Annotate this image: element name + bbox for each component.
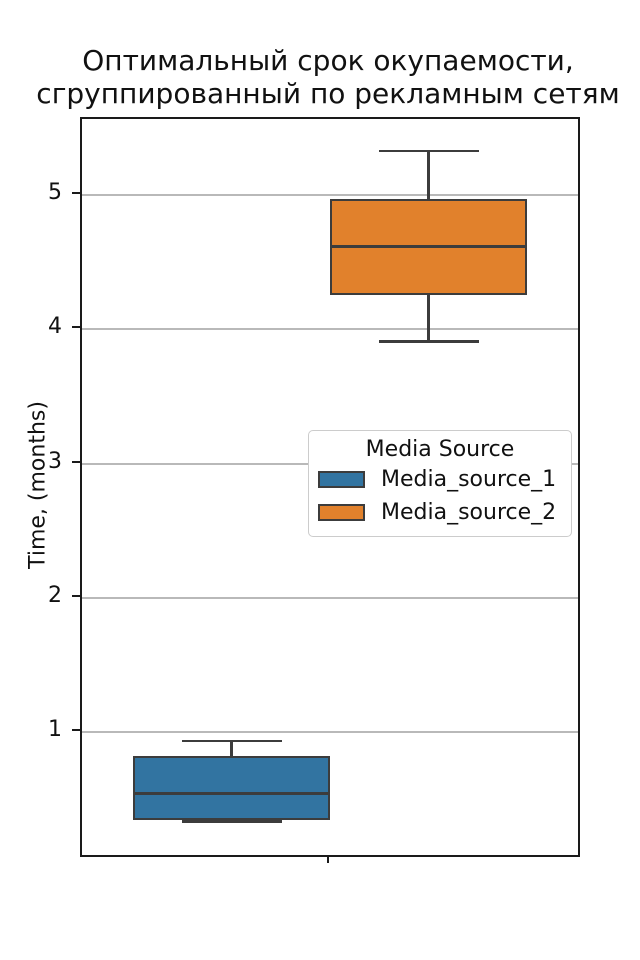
box-media-source-1 bbox=[133, 755, 330, 821]
media-source-2-swatch bbox=[318, 504, 365, 521]
y-axis-label: Time, (months) bbox=[25, 401, 51, 569]
legend-label-media-source-1: Media_source_1 bbox=[381, 467, 557, 492]
y-tick-mark-3 bbox=[72, 460, 80, 463]
y-gridline-1 bbox=[82, 730, 578, 733]
y-tick-mark-4 bbox=[72, 326, 80, 329]
median-media-source-1 bbox=[133, 792, 330, 795]
y-tick-label-2: 2 bbox=[48, 582, 62, 608]
y-tick-label-4: 4 bbox=[48, 314, 62, 340]
whisker-upper-media-source-1 bbox=[230, 741, 233, 756]
y-gridline-2 bbox=[82, 596, 578, 599]
whisker-cap-low-media-source-2 bbox=[378, 340, 479, 343]
chart-title-line2: сгруппированный по рекламным сетям bbox=[36, 77, 620, 110]
y-tick-label-5: 5 bbox=[48, 180, 62, 206]
whisker-lower-media-source-2 bbox=[427, 294, 430, 342]
legend-label-media-source-2: Media_source_2 bbox=[381, 500, 557, 525]
y-gridline-4 bbox=[82, 328, 578, 331]
median-media-source-2 bbox=[330, 245, 527, 248]
legend-entry-media-source-2: Media_source_2 bbox=[309, 496, 571, 529]
whisker-upper-media-source-2 bbox=[427, 151, 430, 200]
whisker-cap-high-media-source-2 bbox=[378, 149, 479, 153]
y-tick-mark-1 bbox=[72, 728, 80, 731]
y-gridline-5 bbox=[82, 194, 578, 197]
y-tick-label-3: 3 bbox=[48, 448, 62, 474]
whisker-cap-high-media-source-1 bbox=[181, 739, 282, 743]
chart-title: Оптимальный срок окупаемости, сгруппиров… bbox=[0, 44, 640, 110]
y-tick-mark-2 bbox=[72, 594, 80, 597]
y-tick-mark-5 bbox=[72, 192, 80, 195]
legend: Media Source Media_source_1 Media_source… bbox=[308, 430, 572, 537]
y-tick-label-1: 1 bbox=[48, 716, 62, 742]
legend-entry-media-source-1: Media_source_1 bbox=[309, 463, 571, 496]
whisker-cap-low-media-source-1 bbox=[181, 820, 282, 823]
x-tick-mark bbox=[327, 855, 329, 863]
media-source-1-swatch bbox=[318, 471, 365, 488]
chart-title-line1: Оптимальный срок окупаемости, bbox=[82, 44, 574, 77]
legend-title: Media Source bbox=[365, 437, 515, 462]
